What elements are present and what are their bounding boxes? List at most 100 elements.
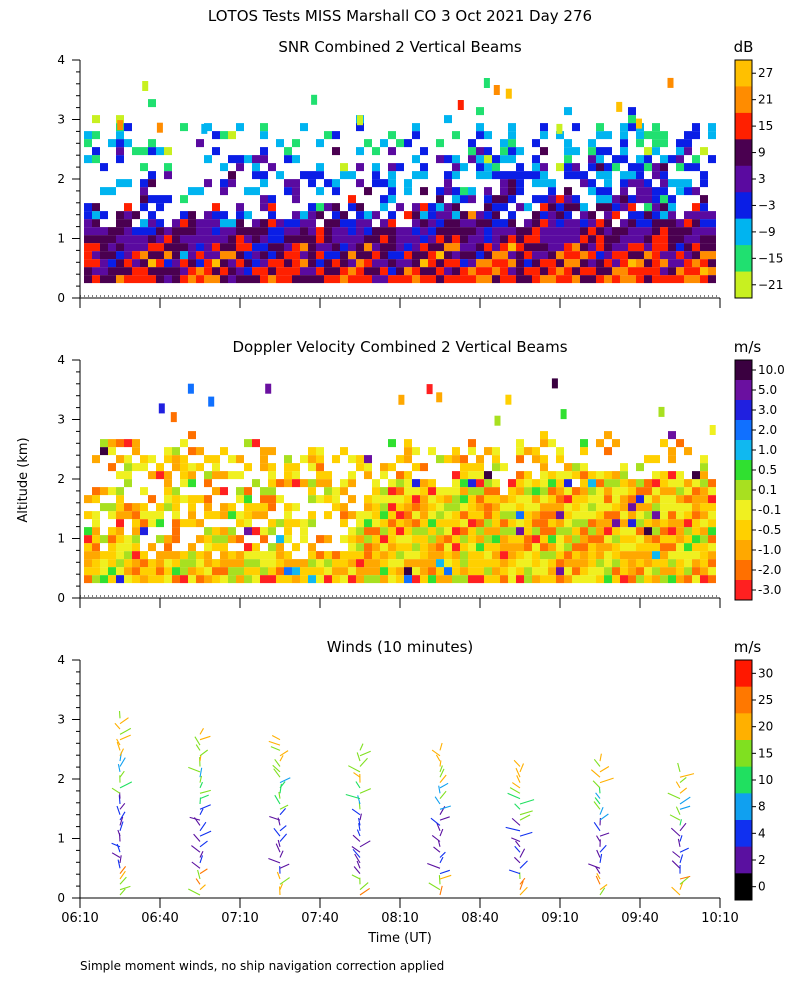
wind-barb [279, 781, 286, 789]
wind-barb [199, 735, 211, 741]
wind-barb [507, 792, 521, 800]
wind-barb [199, 804, 211, 810]
wind-barb [519, 814, 531, 821]
wind-barb [118, 710, 121, 719]
x-tick-label: 07:40 [301, 911, 338, 926]
wind-profile [427, 742, 452, 896]
colorbar-label: 0.5 [758, 463, 777, 477]
wind-profile [505, 759, 535, 896]
wind-barb [669, 814, 681, 821]
panel-1: SNR Combined 2 Vertical Beams 0 1 2 3 4 27 21 15… [57, 38, 783, 308]
wind-barb [117, 763, 121, 773]
wind-barb [671, 886, 681, 896]
wind-barb [199, 808, 204, 815]
figure-title: LOTOS Tests MISS Marshall CO 3 Oct 2021 … [208, 7, 592, 25]
y-tick-label: 0 [57, 891, 65, 905]
wind-barb [677, 762, 681, 773]
wind-barb [435, 754, 441, 762]
wind-barb [519, 831, 533, 837]
wind-barb [359, 813, 362, 821]
wind-barb [119, 734, 131, 741]
wind-barb [511, 837, 521, 843]
wind-barb [270, 746, 281, 751]
wind-barb [439, 874, 452, 880]
wind-barb [439, 869, 450, 875]
wind-barb [514, 803, 521, 810]
wind-barb [439, 768, 445, 778]
colorbar-label: 30 [758, 666, 773, 680]
y-tick-label: 0 [57, 591, 65, 605]
wind-barb [595, 792, 601, 799]
wind-barb [199, 830, 212, 837]
wind-barb [351, 846, 361, 853]
wind-barb [117, 859, 121, 869]
colorbar-swatch [735, 660, 752, 688]
wind-barb [279, 804, 289, 810]
wind-barb [199, 794, 209, 800]
x-tick-label: 09:40 [621, 911, 658, 926]
wind-barb [596, 835, 601, 842]
wind-barb [593, 821, 601, 832]
wind-barb [505, 826, 521, 832]
wind-barb [279, 850, 284, 858]
wind-profile [188, 728, 212, 896]
wind-barb [199, 855, 204, 864]
wind-profile [345, 743, 372, 896]
wind-barb [519, 799, 535, 805]
wind-barb [119, 757, 126, 767]
wind-barb [599, 884, 608, 891]
wind-barb [273, 768, 281, 778]
wind-barb [672, 851, 681, 858]
wind-barb [197, 869, 201, 880]
wind-barb [593, 801, 601, 810]
wind-barb [353, 772, 361, 778]
colorbar-unit: dB [734, 38, 754, 56]
wind-barb [428, 882, 441, 891]
colorbar-label: 0.1 [758, 483, 777, 497]
wind-barb [679, 819, 682, 826]
colorbar-swatch [735, 360, 752, 381]
wind-barb [599, 853, 603, 863]
wind-barb [438, 785, 441, 794]
colorbar-swatch [735, 480, 752, 501]
wind-barb [593, 758, 601, 767]
colorbar-label: 3 [758, 172, 766, 186]
plot-area [84, 378, 716, 584]
y-tick-label: 3 [57, 413, 65, 427]
wind-barb [199, 821, 207, 832]
wind-barb [279, 755, 284, 762]
wind-barb [278, 791, 281, 799]
wind-barb [439, 774, 447, 783]
footnote: Simple moment winds, no ship navigation … [80, 959, 444, 973]
wind-barb [515, 840, 521, 848]
wind-barb [438, 875, 441, 885]
wind-barb [119, 811, 126, 821]
colorbar-label: 1.0 [758, 443, 777, 457]
plot-area [84, 77, 716, 284]
wind-barb [274, 758, 281, 767]
wind-barb [513, 759, 521, 767]
wind-barb [515, 767, 521, 778]
wind-barb [199, 884, 206, 891]
wind-barb [514, 845, 521, 853]
wind-barb [359, 757, 368, 767]
wind-barb [199, 781, 204, 789]
colorbar-swatch [735, 560, 752, 581]
wind-barb [277, 817, 281, 826]
wind-barb [279, 877, 290, 885]
wind-barb [119, 802, 126, 810]
wind-barb [599, 777, 614, 784]
wind-barb [111, 787, 121, 794]
wind-barb [679, 787, 688, 794]
wind-barb [430, 817, 441, 826]
wind-barb [279, 833, 288, 842]
y-tick-label: 1 [57, 232, 65, 246]
colorbar-swatch [735, 846, 752, 874]
wind-barb [199, 755, 202, 762]
wind-barb [275, 843, 281, 853]
wind-barb [348, 765, 361, 773]
wind-barb [199, 767, 203, 778]
colorbar-swatch [735, 400, 752, 421]
wind-barb [353, 866, 361, 874]
panel-3: Winds (10 minutes) 0 1 2 3 4 06:10 06:40 07:10 07… [57, 638, 773, 926]
